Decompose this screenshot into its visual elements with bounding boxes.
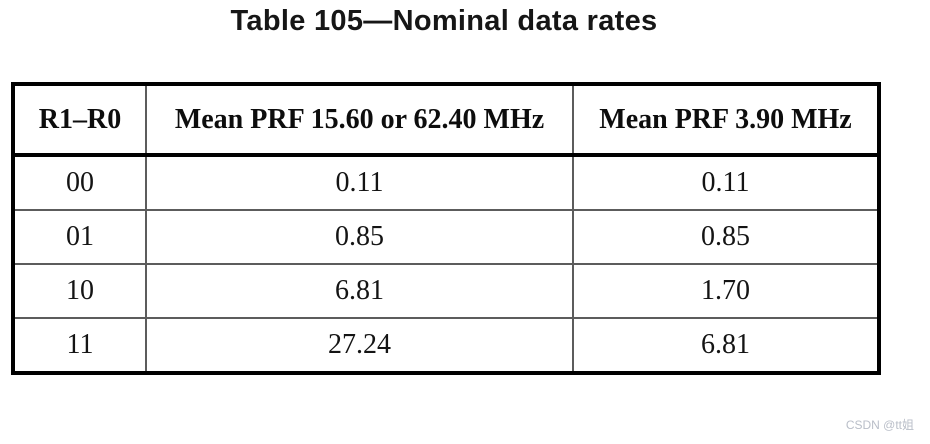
cell-r1r0: 11 — [12, 317, 147, 374]
table-row: 10 6.81 1.70 — [12, 263, 880, 319]
header-cell-mean-prf-low: Mean PRF 3.90 MHz — [572, 83, 880, 157]
cell-rate-high: 27.24 — [145, 317, 574, 374]
nominal-data-rates-table: R1–R0 Mean PRF 15.60 or 62.40 MHz Mean P… — [11, 82, 881, 375]
cell-rate-low: 6.81 — [572, 317, 880, 374]
table-caption: Table 105—Nominal data rates — [230, 5, 658, 37]
cell-r1r0: 00 — [12, 154, 147, 211]
header-cell-mean-prf-high: Mean PRF 15.60 or 62.40 MHz — [145, 83, 574, 157]
table-header: R1–R0 Mean PRF 15.60 or 62.40 MHz Mean P… — [12, 83, 880, 157]
table-row: 11 27.24 6.81 — [12, 317, 880, 374]
cell-rate-high: 6.81 — [145, 263, 574, 319]
cell-rate-high: 0.11 — [145, 154, 574, 211]
csdn-watermark: CSDN @tt姐 — [845, 418, 914, 432]
cell-rate-low: 0.85 — [572, 209, 880, 265]
cell-rate-low: 0.11 — [572, 154, 880, 211]
cell-rate-low: 1.70 — [572, 263, 880, 319]
cell-r1r0: 10 — [12, 263, 147, 319]
table-row: 00 0.11 0.11 — [12, 154, 880, 211]
cell-r1r0: 01 — [12, 209, 147, 265]
table-body: 00 0.11 0.11 01 0.85 0.85 10 6.81 1.70 1… — [12, 154, 880, 374]
table-row: 01 0.85 0.85 — [12, 209, 880, 265]
cell-rate-high: 0.85 — [145, 209, 574, 265]
header-cell-r1-r0: R1–R0 — [12, 83, 147, 157]
header-row: R1–R0 Mean PRF 15.60 or 62.40 MHz Mean P… — [12, 83, 880, 157]
